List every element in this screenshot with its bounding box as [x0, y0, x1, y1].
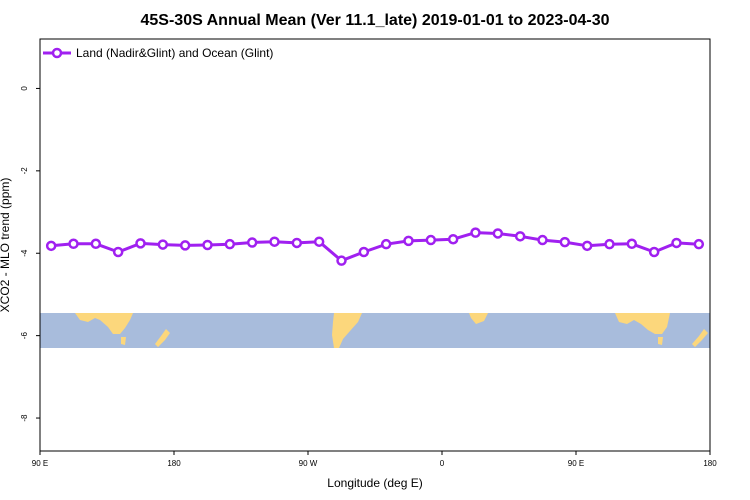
data-point [336, 255, 347, 266]
data-point [559, 236, 571, 248]
data-point [224, 238, 236, 250]
data-point [626, 238, 638, 250]
map-land-australia-east [615, 313, 670, 334]
x-tick-label: 90 W [299, 459, 318, 468]
axis-ticks: 90 E 180 90 W 0 90 E 180 0 -2 -4 -6 -8 [20, 86, 717, 468]
data-point [179, 240, 191, 251]
data-point [604, 238, 615, 250]
data-point [470, 227, 481, 238]
map-land-south-america [332, 313, 362, 348]
data-point [403, 235, 414, 247]
data-point [291, 237, 303, 249]
map-land-africa [469, 313, 488, 324]
plot-frame [39, 38, 711, 452]
legend-marker [51, 47, 63, 59]
data-point [537, 234, 548, 246]
data-point [447, 233, 459, 245]
y-tick-label: -8 [20, 414, 29, 422]
x-tick-label: 180 [167, 459, 181, 468]
data-point [648, 246, 660, 258]
map-land-tasmania [121, 337, 126, 345]
chart-title: 45S-30S Annual Mean (Ver 11.1_late) 2019… [141, 12, 610, 29]
series-layer [45, 227, 705, 266]
data-point [313, 236, 325, 247]
data-point [68, 238, 79, 250]
data-point [246, 237, 258, 248]
data-point [358, 246, 370, 258]
y-tick-label: -6 [20, 332, 29, 340]
data-point [492, 228, 504, 239]
map-band [40, 313, 710, 348]
data-point [380, 238, 392, 250]
data-point [425, 234, 437, 246]
data-point [514, 231, 526, 242]
y-axis-label: XCO2 - MLO trend (ppm) [0, 178, 12, 313]
y-tick-label: 0 [20, 86, 29, 91]
map-land-new-zealand-east [692, 329, 708, 347]
series-line [51, 231, 699, 263]
data-point [112, 246, 124, 258]
data-point [671, 237, 682, 249]
data-point [693, 238, 705, 250]
data-point [269, 236, 280, 247]
map-land-australia [75, 313, 133, 334]
y-tick-label: -2 [20, 167, 29, 175]
data-point [202, 239, 213, 251]
legend: Land (Nadir&Glint) and Ocean (Glint) [43, 46, 273, 60]
x-tick-label: 0 [440, 459, 445, 468]
map-land-new-zealand [155, 329, 170, 347]
map-land-tasmania-east [658, 337, 663, 345]
x-tick-label: 90 E [32, 459, 48, 468]
data-point [157, 239, 169, 250]
data-point [581, 240, 593, 252]
data-point [135, 238, 146, 249]
y-tick-label: -4 [20, 249, 29, 257]
map-ocean [40, 313, 710, 348]
data-point [45, 240, 57, 252]
data-point [90, 238, 102, 250]
x-axis-label: Longitude (deg E) [327, 476, 422, 490]
x-tick-label: 90 E [568, 459, 584, 468]
legend-label: Land (Nadir&Glint) and Ocean (Glint) [76, 46, 273, 60]
x-tick-label: 180 [703, 459, 717, 468]
